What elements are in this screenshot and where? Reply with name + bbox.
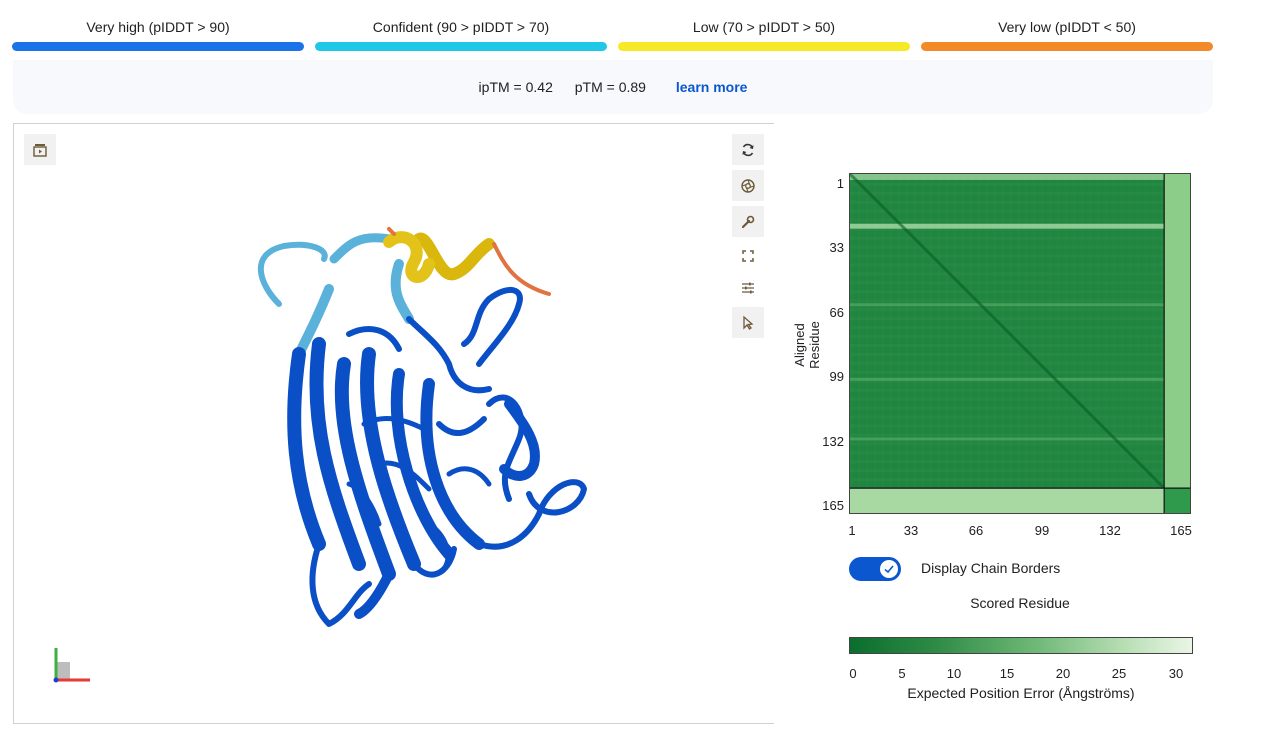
pae-heatmap[interactable] — [849, 173, 1191, 514]
x-tick: 1 — [848, 523, 856, 538]
legend-label: Very low (pIDDT < 50) — [998, 19, 1136, 35]
legend-bar-low — [618, 42, 910, 51]
colorbar-label: Expected Position Error (Ångströms) — [907, 685, 1135, 701]
x-tick: 33 — [903, 523, 919, 538]
iptm-value: ipTM = 0.42 — [478, 79, 553, 95]
legend-label: Confident (90 > pIDDT > 70) — [372, 19, 550, 35]
settings-button[interactable] — [732, 206, 764, 237]
playback-panel-button[interactable] — [24, 134, 56, 165]
colorbar-tick: 10 — [946, 666, 962, 681]
legend-bar-very-low — [921, 42, 1213, 51]
x-tick: 66 — [968, 523, 984, 538]
colorbar-tick: 20 — [1055, 666, 1071, 681]
y-tick: 66 — [829, 305, 844, 320]
legend-bar-very-high — [12, 42, 304, 51]
playback-panel-icon — [33, 143, 47, 157]
confidence-metrics-panel: ipTM = 0.42 pTM = 0.89 learn more — [13, 60, 1213, 114]
fullscreen-button[interactable] — [732, 240, 764, 271]
y-tick: 165 — [822, 498, 844, 513]
chain-borders-label: Display Chain Borders — [921, 560, 1061, 576]
legend-very-low: Very low (pIDDT < 50) — [921, 18, 1213, 51]
check-icon — [884, 565, 894, 574]
colorbar-tick: 15 — [999, 666, 1015, 681]
legend-confident: Confident (90 > pIDDT > 70) — [315, 18, 607, 51]
wrench-icon — [741, 215, 755, 228]
rotate-icon — [742, 143, 754, 156]
chain-borders-toggle[interactable] — [849, 557, 901, 581]
y-tick: 33 — [829, 240, 844, 255]
cursor-icon — [743, 315, 754, 330]
pae-heatmap-image — [850, 174, 1190, 513]
plddt-legend: Very high (pIDDT > 90) Confident (90 > p… — [12, 18, 1213, 52]
sliders-icon — [742, 282, 754, 293]
legend-very-high: Very high (pIDDT > 90) — [12, 18, 304, 51]
y-tick: 132 — [822, 434, 844, 449]
protein-structure-render — [257, 227, 587, 627]
colorbar-tick: 30 — [1168, 666, 1184, 681]
legend-label: Very high (pIDDT > 90) — [86, 19, 230, 35]
x-tick: 165 — [1170, 523, 1192, 538]
x-tick: 132 — [1099, 523, 1121, 538]
x-axis-label: Scored Residue — [970, 595, 1070, 611]
x-tick: 99 — [1034, 523, 1050, 538]
fullscreen-icon — [742, 249, 754, 262]
structure-viewer[interactable] — [13, 123, 774, 724]
colorbar-tick: 5 — [898, 666, 906, 681]
rotate-button[interactable] — [732, 134, 764, 165]
colorbar-tick: 0 — [849, 666, 857, 681]
controls-button[interactable] — [732, 272, 764, 303]
legend-bar-confident — [315, 42, 607, 51]
ptm-value: pTM = 0.89 — [574, 79, 646, 95]
selection-mode-button[interactable] — [732, 307, 764, 338]
toggle-knob — [880, 560, 898, 578]
colorbar-tick: 25 — [1111, 666, 1127, 681]
screenshot-button[interactable] — [732, 170, 764, 201]
pae-colorbar — [849, 637, 1193, 654]
axes-gizmo — [53, 648, 90, 683]
y-tick: 1 — [836, 176, 844, 191]
learn-more-link[interactable]: learn more — [675, 79, 748, 95]
camera-icon — [741, 178, 755, 193]
pae-plot: Aligned Residue 1 33 66 99 132 165 — [790, 160, 1220, 720]
y-tick: 99 — [829, 369, 844, 384]
legend-label: Low (70 > pIDDT > 50) — [692, 19, 836, 35]
legend-low: Low (70 > pIDDT > 50) — [618, 18, 910, 51]
